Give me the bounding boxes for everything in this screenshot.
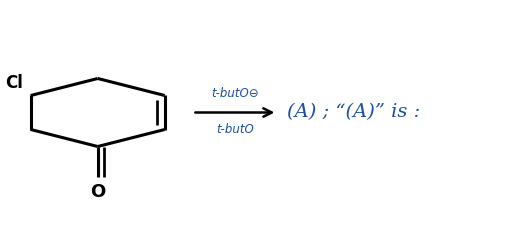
Text: O: O [90,183,105,201]
Text: t-butO⊖: t-butO⊖ [211,88,259,100]
Text: Cl: Cl [6,74,23,92]
Text: t-butO: t-butO [216,124,254,137]
Text: (A) ; “(A)” is :: (A) ; “(A)” is : [287,104,420,122]
